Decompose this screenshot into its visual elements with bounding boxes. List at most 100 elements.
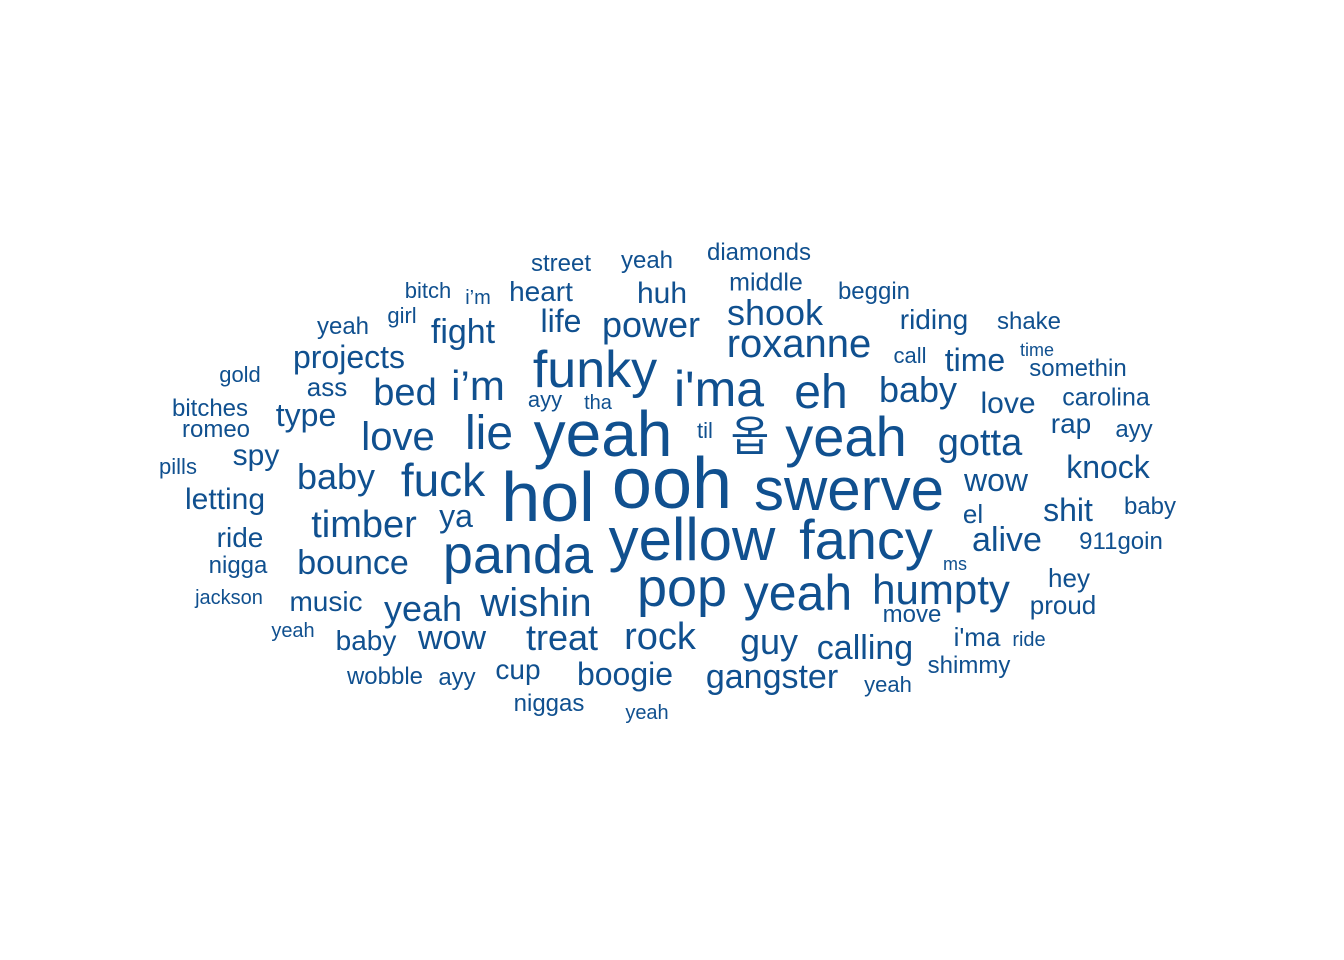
cloud-word: pop xyxy=(636,558,728,618)
cloud-word: type xyxy=(275,397,337,433)
cloud-word: lie xyxy=(464,407,514,460)
cloud-word: call xyxy=(893,343,927,368)
cloud-word: i'ma xyxy=(953,622,1001,652)
cloud-word: swerve xyxy=(753,456,945,523)
cloud-word: fight xyxy=(430,313,496,351)
cloud-word: pills xyxy=(159,454,197,479)
cloud-word: cup xyxy=(495,654,541,685)
cloud-word: wow xyxy=(963,462,1029,498)
cloud-word: projects xyxy=(292,339,406,375)
cloud-word: alive xyxy=(972,521,1042,559)
cloud-word: music xyxy=(289,586,363,617)
cloud-word: shook xyxy=(726,292,824,333)
cloud-word: ya xyxy=(439,498,473,534)
cloud-word: middle xyxy=(729,268,803,297)
cloud-word: i’m xyxy=(451,362,505,409)
cloud-word: yeah xyxy=(533,398,673,470)
cloud-word: love xyxy=(361,415,435,459)
cloud-word: yeah xyxy=(383,588,463,629)
cloud-word: nigga xyxy=(208,552,268,579)
cloud-word: move xyxy=(882,601,942,628)
cloud-word: panda xyxy=(442,525,594,585)
cloud-word: power xyxy=(601,304,701,345)
cloud-word: hol xyxy=(501,458,595,536)
cloud-word: heart xyxy=(509,276,573,307)
cloud-word: baby xyxy=(335,625,397,656)
cloud-word: yeah xyxy=(271,620,315,642)
cloud-word: treat xyxy=(525,617,599,658)
cloud-word: street xyxy=(530,250,592,277)
cloud-word: baby xyxy=(878,369,958,410)
cloud-word: guy xyxy=(739,621,799,662)
cloud-word: gold xyxy=(219,362,261,387)
cloud-word: eh xyxy=(794,366,848,419)
cloud-word: 911goin xyxy=(1079,528,1163,555)
cloud-word: diamonds xyxy=(706,239,812,266)
cloud-word: ms xyxy=(943,554,967,574)
cloud-word: roxanne xyxy=(726,322,872,366)
cloud-word: romeo xyxy=(181,416,251,443)
cloud-word: calling xyxy=(816,629,914,667)
cloud-word: baby xyxy=(1123,493,1177,520)
cloud-word: tha xyxy=(584,392,612,414)
cloud-word: proud xyxy=(1029,590,1097,620)
cloud-word: ooh xyxy=(611,444,733,524)
cloud-word: timber xyxy=(311,504,417,546)
cloud-word: bed xyxy=(373,372,437,414)
cloud-word: yeah xyxy=(316,313,370,340)
cloud-word: shake xyxy=(996,308,1062,335)
cloud-word: ride xyxy=(1012,629,1046,651)
cloud-word: yellow xyxy=(608,506,776,573)
cloud-word: fuck xyxy=(400,454,486,506)
cloud-word: i'ma xyxy=(673,361,765,417)
cloud-word: letting xyxy=(184,483,266,516)
cloud-word: wishin xyxy=(480,581,592,625)
cloud-word: rap xyxy=(1050,408,1092,439)
cloud-word: baby xyxy=(296,456,376,497)
cloud-word: wow xyxy=(417,619,487,657)
cloud-word: knock xyxy=(1066,449,1150,485)
cloud-word: niggas xyxy=(513,690,585,717)
cloud-word: huh xyxy=(636,277,688,310)
cloud-word: til xyxy=(697,418,713,443)
cloud-word: shimmy xyxy=(927,652,1011,679)
cloud-word: riding xyxy=(899,304,969,335)
cloud-word: bitch xyxy=(404,278,452,303)
cloud-word: gangster xyxy=(705,658,839,696)
cloud-word: fancy xyxy=(799,508,933,571)
cloud-word: yeah xyxy=(625,702,669,724)
cloud-word: humpty xyxy=(872,566,1010,613)
cloud-word: girl xyxy=(387,303,417,328)
cloud-word: funky xyxy=(532,341,658,399)
cloud-word: yeah xyxy=(743,565,853,621)
cloud-word: bounce xyxy=(297,544,409,582)
cloud-word: ayy xyxy=(527,387,563,412)
cloud-word: beggin xyxy=(837,278,911,305)
cloud-word: carolina xyxy=(1062,383,1150,412)
cloud-word: life xyxy=(540,303,582,339)
cloud-word: time xyxy=(944,342,1006,378)
cloud-word: yeah xyxy=(785,405,907,468)
cloud-word: 옵 xyxy=(730,413,770,460)
cloud-word: wobble xyxy=(346,663,424,690)
cloud-word: bitches xyxy=(171,395,249,422)
cloud-word: yeah xyxy=(620,247,674,274)
cloud-word: jackson xyxy=(195,587,263,609)
cloud-word: spy xyxy=(232,439,280,472)
cloud-word: boogie xyxy=(576,656,674,692)
cloud-word: rock xyxy=(624,616,696,658)
cloud-word: time xyxy=(1019,340,1055,360)
cloud-word: love xyxy=(980,387,1036,420)
cloud-word: somethin xyxy=(1029,355,1127,382)
cloud-word: ass xyxy=(306,372,348,402)
cloud-word: ayy xyxy=(438,664,476,691)
cloud-word: gotta xyxy=(937,422,1023,464)
cloud-word: hey xyxy=(1048,563,1090,593)
cloud-word: shit xyxy=(1043,492,1093,528)
cloud-word: yeah xyxy=(864,672,912,697)
cloud-word: el xyxy=(962,499,984,529)
cloud-word: ride xyxy=(216,522,264,553)
cloud-word: i’m xyxy=(465,287,491,309)
cloud-word: ayy xyxy=(1115,416,1153,443)
